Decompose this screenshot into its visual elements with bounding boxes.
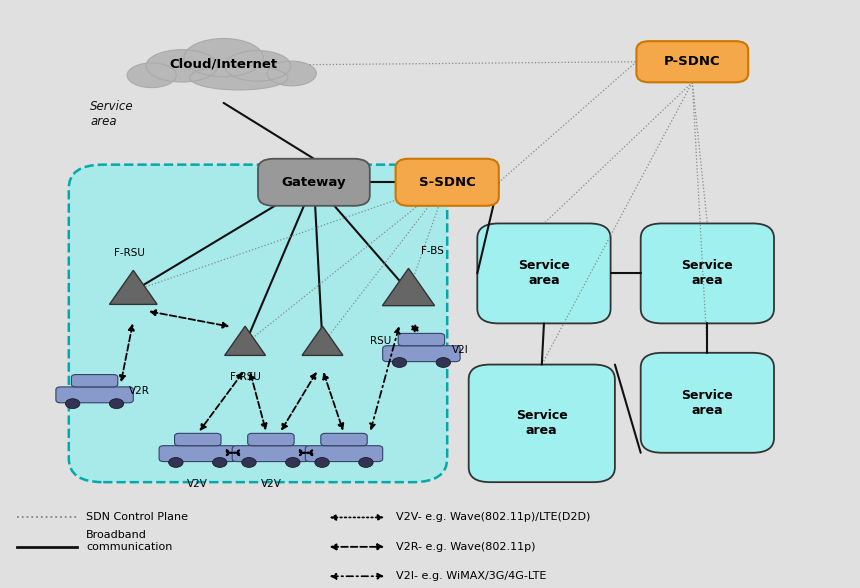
Text: P-SDNC: P-SDNC <box>664 55 721 68</box>
Text: Service
area: Service area <box>518 259 570 288</box>
Text: F-RSU: F-RSU <box>230 372 261 382</box>
Ellipse shape <box>224 51 291 81</box>
Text: SDN Control Plane: SDN Control Plane <box>86 512 188 523</box>
FancyBboxPatch shape <box>641 223 774 323</box>
FancyBboxPatch shape <box>469 365 615 482</box>
Text: Broadband
communication: Broadband communication <box>86 530 172 552</box>
Text: V2R: V2R <box>129 386 150 396</box>
Text: Service
area: Service area <box>516 409 568 437</box>
Polygon shape <box>383 268 434 306</box>
FancyBboxPatch shape <box>232 446 310 462</box>
Circle shape <box>65 399 80 409</box>
FancyBboxPatch shape <box>305 446 383 462</box>
FancyBboxPatch shape <box>71 375 118 387</box>
Text: V2V- e.g. Wave(802.11p)/LTE(D2D): V2V- e.g. Wave(802.11p)/LTE(D2D) <box>396 512 590 523</box>
Polygon shape <box>109 270 157 305</box>
Circle shape <box>286 457 300 467</box>
Polygon shape <box>302 326 343 355</box>
Ellipse shape <box>146 50 218 82</box>
FancyBboxPatch shape <box>69 165 447 482</box>
FancyBboxPatch shape <box>396 159 499 206</box>
Text: V2R- e.g. Wave(802.11p): V2R- e.g. Wave(802.11p) <box>396 542 535 552</box>
Circle shape <box>392 358 407 368</box>
Ellipse shape <box>184 39 263 77</box>
Text: F-RSU: F-RSU <box>114 249 144 259</box>
FancyBboxPatch shape <box>477 223 611 323</box>
FancyBboxPatch shape <box>258 159 370 206</box>
Text: Service
area: Service area <box>681 389 734 417</box>
Text: Service
area: Service area <box>681 259 734 288</box>
Circle shape <box>109 399 124 409</box>
Circle shape <box>242 457 256 467</box>
Text: V2I- e.g. WiMAX/3G/4G-LTE: V2I- e.g. WiMAX/3G/4G-LTE <box>396 571 546 582</box>
Circle shape <box>212 457 227 467</box>
Circle shape <box>315 457 329 467</box>
Text: RSU: RSU <box>370 336 391 346</box>
Text: Cloud/Internet: Cloud/Internet <box>169 57 278 70</box>
Text: S-SDNC: S-SDNC <box>419 176 476 189</box>
Polygon shape <box>224 326 266 355</box>
FancyBboxPatch shape <box>159 446 236 462</box>
Text: F-BS: F-BS <box>421 246 445 256</box>
Ellipse shape <box>189 65 288 90</box>
FancyBboxPatch shape <box>321 433 367 446</box>
FancyBboxPatch shape <box>636 41 748 82</box>
Circle shape <box>436 358 451 368</box>
FancyBboxPatch shape <box>641 353 774 453</box>
FancyBboxPatch shape <box>56 387 133 403</box>
Ellipse shape <box>267 61 316 86</box>
Text: V2V: V2V <box>187 479 208 489</box>
FancyBboxPatch shape <box>175 433 221 446</box>
Circle shape <box>169 457 183 467</box>
Text: V2I: V2I <box>452 345 468 355</box>
FancyBboxPatch shape <box>248 433 294 446</box>
Circle shape <box>359 457 373 467</box>
Text: Service
area: Service area <box>90 100 134 128</box>
FancyBboxPatch shape <box>383 346 460 362</box>
Text: V2V: V2V <box>261 479 281 489</box>
Text: Gateway: Gateway <box>281 176 347 189</box>
FancyBboxPatch shape <box>398 333 445 346</box>
Ellipse shape <box>127 63 176 88</box>
